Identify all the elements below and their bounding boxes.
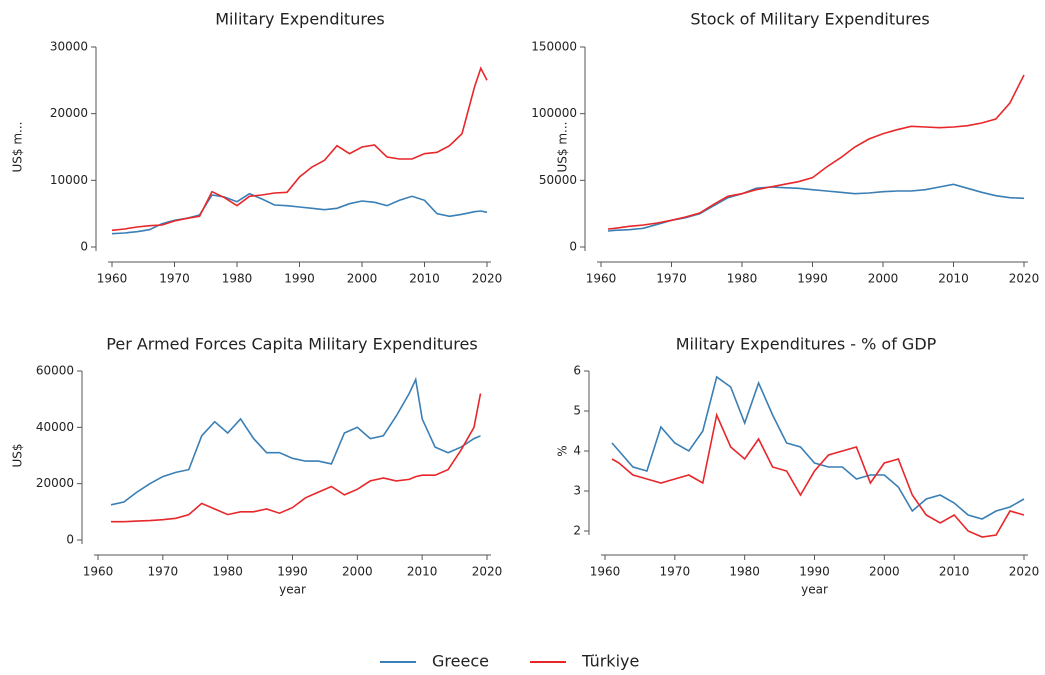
series-line [607,183,1025,232]
x-tick-label: 1960 [97,272,128,286]
y-tick-label: 20000 [50,106,88,120]
subplot: Military Expenditures 0 10000 20000 30000 196… [11,10,503,286]
x-tick-label: 2020 [1009,272,1040,286]
x-tick-label: 1960 [590,565,621,579]
series-line [611,412,1025,538]
subplot: Stock of Military Expenditures 0 50000 1000… [531,10,1039,286]
x-tick-label: 2010 [938,272,969,286]
subplot-title: Stock of Military Expenditures [690,10,929,29]
y-tick-label: 0 [569,240,577,254]
x-tick-label: 1980 [222,272,253,286]
y-tick-label: 100000 [531,106,577,120]
x-axis-label: year [279,583,306,597]
x-tick-label: 2020 [472,565,503,579]
series-line [607,74,1025,230]
x-tick-label: 1970 [660,565,691,579]
subplot: Military Expenditures - % of GDP 2 3 4 5 6 196… [556,335,1040,597]
x-tick-label: 1980 [729,565,760,579]
y-tick-label: 50000 [539,173,577,187]
y-tick-label: 40000 [36,420,74,434]
x-tick-label: 1960 [83,565,114,579]
y-tick-label: 5 [573,404,581,418]
x-tick-label: 2000 [342,565,373,579]
x-tick-label: 2000 [869,565,900,579]
x-tick-label: 1990 [284,272,315,286]
series-line [611,375,1025,520]
series-line [111,66,488,232]
series-line [110,376,481,506]
y-tick-label: 30000 [50,40,88,54]
x-tick-label: 1990 [797,272,828,286]
y-axis-label: US$ [11,443,25,467]
subplot-title: Per Armed Forces Capita Military Expendi… [106,335,477,354]
x-tick-label: 2010 [407,565,438,579]
y-tick-label: 6 [573,364,581,378]
y-tick-label: 150000 [531,40,577,54]
y-tick-label: 4 [573,444,581,458]
x-tick-label: 1970 [159,272,190,286]
y-tick-label: 2 [573,524,581,538]
x-tick-label: 2010 [939,565,970,579]
x-axis-label: year [801,583,828,597]
x-tick-label: 1980 [727,272,758,286]
x-tick-label: 2000 [347,272,378,286]
series-line [111,393,482,523]
subplot-title: Military Expenditures [215,10,385,29]
x-tick-label: 1990 [277,565,308,579]
y-axis-label: US$ m... [556,122,570,173]
subplot-title: Military Expenditures - % of GDP [676,335,937,354]
y-axis-label: % [556,445,570,456]
x-tick-label: 2000 [868,272,899,286]
legend-label: Türkiye [581,652,639,671]
y-tick-label: 10000 [50,173,88,187]
x-tick-label: 2010 [409,272,440,286]
y-tick-label: 60000 [36,364,74,378]
x-tick-label: 1960 [586,272,617,286]
x-tick-label: 2020 [472,272,503,286]
x-tick-label: 1970 [656,272,687,286]
subplot: Per Armed Forces Capita Military Expendi… [11,335,503,597]
series-line [111,192,488,235]
y-tick-label: 3 [573,484,581,498]
x-tick-label: 2020 [1009,565,1040,579]
x-tick-label: 1980 [212,565,243,579]
legend-label: Greece [432,652,489,671]
x-tick-label: 1970 [148,565,179,579]
y-tick-label: 0 [66,533,74,547]
y-axis-label: US$ m... [11,122,25,173]
legend: Greece Türkiye [380,652,639,671]
x-tick-label: 1990 [799,565,830,579]
y-tick-label: 20000 [36,476,74,490]
y-tick-label: 0 [80,240,88,254]
